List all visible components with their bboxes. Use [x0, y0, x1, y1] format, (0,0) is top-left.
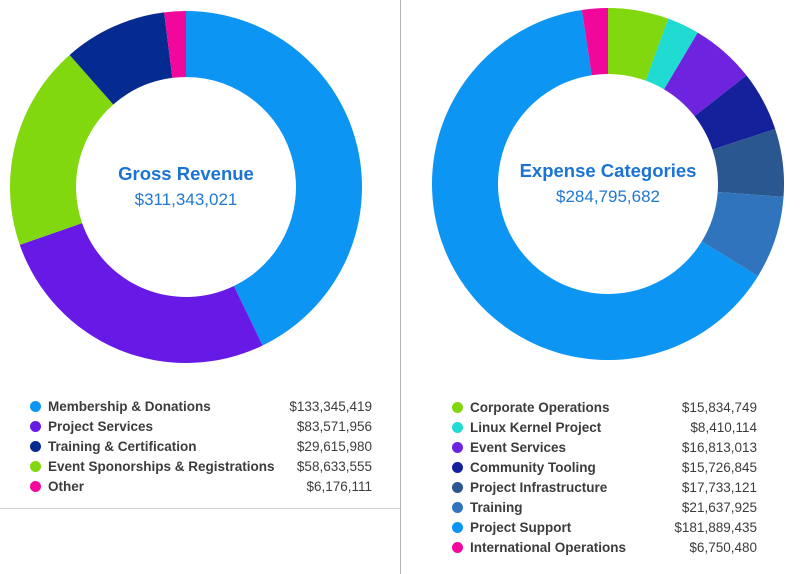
legend-value: $15,726,845 — [681, 459, 757, 475]
legend-color-dot — [452, 521, 463, 533]
legend-color-dot — [452, 481, 463, 493]
legend-label: International Operations — [470, 539, 627, 555]
legend-color-dot — [452, 461, 463, 473]
legend-value: $21,637,925 — [681, 499, 757, 515]
legend-item-event-sponorships-registrations: Event Sponorships & Registrations $58,63… — [30, 456, 372, 476]
legend-value: $58,633,555 — [296, 458, 372, 474]
gross-revenue-donut-chart: Gross Revenue $311,343,021 — [10, 11, 362, 363]
legend-label: Training & Certification — [48, 438, 197, 454]
legend-item-training-certification: Training & Certification $29,615,980 — [30, 436, 372, 456]
donut-segment-project-support — [432, 9, 758, 360]
donut-segment-event-sponorships-registrations — [10, 54, 114, 245]
legend-item-training: Training $21,637,925 — [452, 497, 757, 517]
legend-value: $83,571,956 — [296, 418, 372, 434]
legend-label: Project Services — [48, 418, 154, 434]
legend-label: Project Infrastructure — [470, 479, 608, 495]
legend-item-membership-donations: Membership & Donations $133,345,419 — [30, 396, 372, 416]
donut-segment-other — [164, 11, 186, 78]
legend-value: $29,615,980 — [296, 438, 372, 454]
donut-segment-community-tooling — [694, 75, 776, 150]
legend-label: Training — [470, 499, 523, 515]
donut-segment-training-certification — [69, 12, 173, 105]
donut-segment-membership-donations — [186, 11, 362, 346]
legend-value: $181,889,435 — [674, 519, 757, 535]
donut-segment-international-operations — [581, 8, 608, 76]
legend-value: $17,733,121 — [681, 479, 757, 495]
donut-segment-linux-kernel-project — [645, 18, 698, 90]
legend-item-event-services: Event Services $16,813,013 — [452, 437, 757, 457]
vertical-divider — [400, 0, 401, 574]
gross-revenue-legend: Membership & Donations $133,345,419 Proj… — [30, 396, 372, 496]
legend-color-dot — [30, 420, 41, 432]
legend-value: $15,834,749 — [681, 399, 757, 415]
legend-label: Other — [48, 478, 85, 494]
legend-label: Event Sponorships & Registrations — [48, 458, 275, 474]
legend-label: Community Tooling — [470, 459, 596, 475]
legend-color-dot — [452, 501, 463, 513]
legend-value: $6,176,111 — [306, 478, 372, 494]
legend-label: Linux Kernel Project — [470, 419, 602, 435]
legend-label: Corporate Operations — [470, 399, 610, 415]
legend-color-dot — [30, 400, 41, 412]
legend-item-linux-kernel-project: Linux Kernel Project $8,410,114 — [452, 417, 757, 437]
legend-label: Event Services — [470, 439, 567, 455]
legend-label: Membership & Donations — [48, 398, 211, 414]
legend-color-dot — [452, 401, 463, 413]
legend-color-dot — [30, 480, 41, 492]
donut-segment-event-services — [664, 32, 747, 117]
left-panel-bottom-rule — [0, 508, 400, 509]
legend-color-dot — [452, 441, 463, 453]
legend-item-community-tooling: Community Tooling $15,726,845 — [452, 457, 757, 477]
legend-color-dot — [30, 440, 41, 452]
legend-item-project-support: Project Support $181,889,435 — [452, 517, 757, 537]
legend-value: $133,345,419 — [289, 398, 372, 414]
legend-color-dot — [30, 460, 41, 472]
donut-segment-corporate-operations — [608, 8, 669, 81]
legend-value: $6,750,480 — [689, 539, 757, 555]
legend-value: $8,410,114 — [690, 419, 757, 435]
legend-item-corporate-operations: Corporate Operations $15,834,749 — [452, 397, 757, 417]
donut-segment-training — [701, 192, 784, 277]
legend-color-dot — [452, 541, 463, 553]
legend-item-other: Other $6,176,111 — [30, 476, 372, 496]
legend-item-project-services: Project Services $83,571,956 — [30, 416, 372, 436]
legend-label: Project Support — [470, 519, 572, 535]
donut-segment-project-infrastructure — [712, 128, 784, 197]
expense-categories-donut-chart: Expense Categories $284,795,682 — [432, 8, 784, 360]
expense-categories-legend: Corporate Operations $15,834,749 Linux K… — [452, 397, 757, 557]
expense-categories-donut-svg — [432, 8, 784, 360]
gross-revenue-donut-svg — [10, 11, 362, 363]
legend-item-international-operations: International Operations $6,750,480 — [452, 537, 757, 557]
donut-segment-project-services — [19, 223, 263, 363]
legend-value: $16,813,013 — [681, 439, 757, 455]
legend-color-dot — [452, 421, 463, 433]
legend-item-project-infrastructure: Project Infrastructure $17,733,121 — [452, 477, 757, 497]
